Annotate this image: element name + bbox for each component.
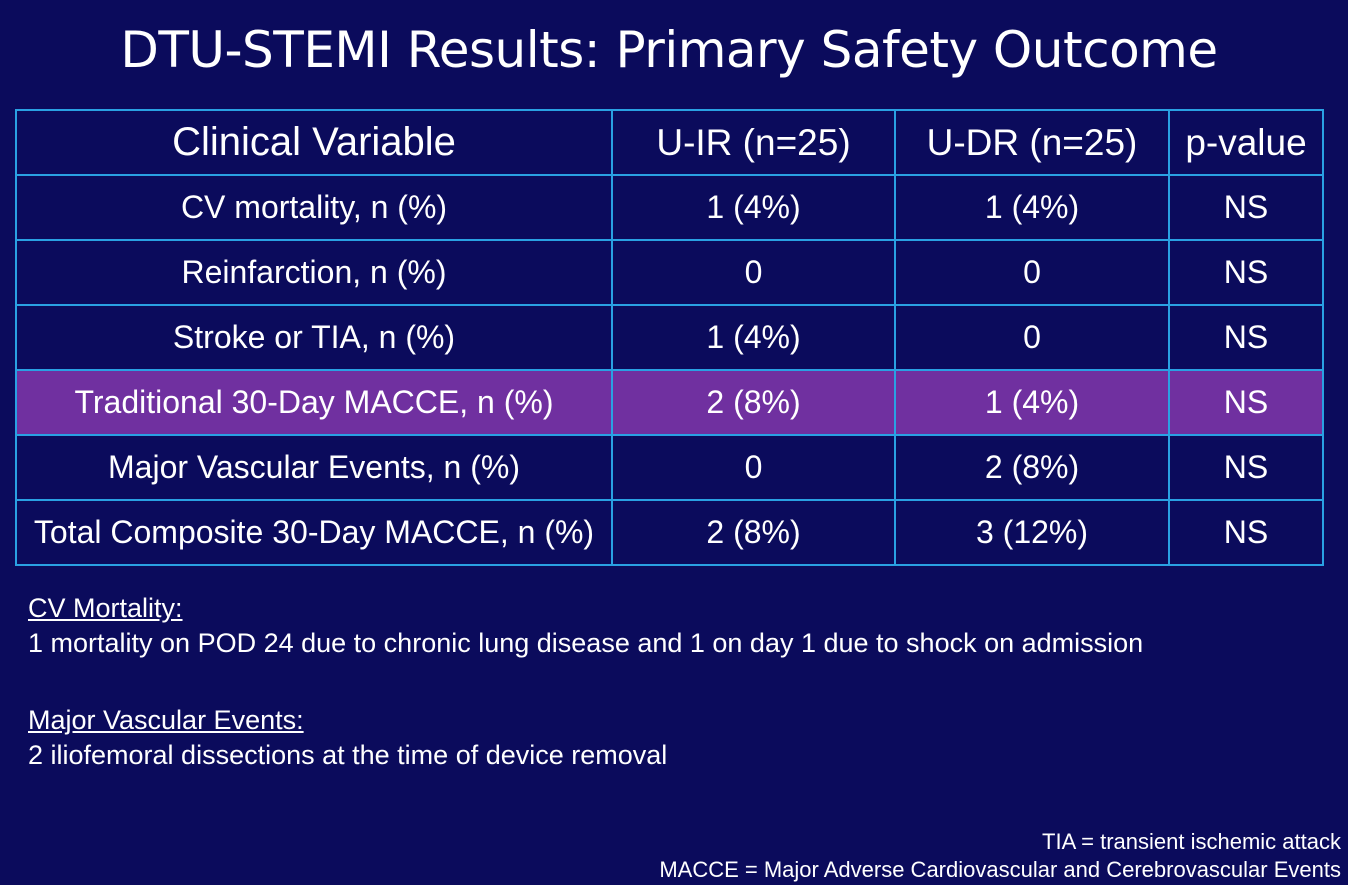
cell-variable: Stroke or TIA, n (%)	[15, 304, 613, 371]
notes-section: CV Mortality: 1 mortality on POD 24 due …	[28, 591, 1143, 773]
vascular-events-heading: Major Vascular Events:	[28, 705, 304, 735]
footnote-macce: MACCE = Major Adverse Cardiovascular and…	[659, 857, 1341, 882]
table-row: Reinfarction, n (%) 0 0 NS	[15, 239, 1324, 306]
cell-p-value: NS	[1168, 499, 1324, 566]
table-row: Major Vascular Events, n (%) 0 2 (8%) NS	[15, 434, 1324, 501]
cell-u-ir: 1 (4%)	[611, 174, 896, 241]
cell-u-dr: 0	[894, 239, 1170, 306]
cv-mortality-heading: CV Mortality:	[28, 593, 183, 623]
header-p-value: p-value	[1168, 109, 1324, 176]
cell-u-ir: 2 (8%)	[611, 369, 896, 436]
cell-p-value: NS	[1168, 304, 1324, 371]
table-header-row: Clinical Variable U-IR (n=25) U-DR (n=25…	[15, 109, 1324, 176]
results-table: Clinical Variable U-IR (n=25) U-DR (n=25…	[15, 109, 1324, 566]
cv-mortality-text: 1 mortality on POD 24 due to chronic lun…	[28, 628, 1144, 658]
cell-variable: Total Composite 30-Day MACCE, n (%)	[15, 499, 613, 566]
cell-variable: Major Vascular Events, n (%)	[15, 434, 613, 501]
header-u-dr: U-DR (n=25)	[894, 109, 1170, 176]
header-clinical-variable: Clinical Variable	[15, 109, 613, 176]
cell-p-value: NS	[1168, 239, 1324, 306]
notes-spacer	[28, 661, 1143, 703]
cell-u-ir: 2 (8%)	[611, 499, 896, 566]
cell-u-ir: 1 (4%)	[611, 304, 896, 371]
cell-u-dr: 3 (12%)	[894, 499, 1170, 566]
table-row: Total Composite 30-Day MACCE, n (%) 2 (8…	[15, 499, 1324, 566]
table-row: CV mortality, n (%) 1 (4%) 1 (4%) NS	[15, 174, 1324, 241]
cell-u-dr: 0	[894, 304, 1170, 371]
footnote-tia: TIA = transient ischemic attack	[1042, 829, 1341, 854]
cell-u-dr: 2 (8%)	[894, 434, 1170, 501]
cell-p-value: NS	[1168, 369, 1324, 436]
header-u-ir: U-IR (n=25)	[611, 109, 896, 176]
cell-variable: Reinfarction, n (%)	[15, 239, 613, 306]
footnotes: TIA = transient ischemic attack MACCE = …	[659, 828, 1341, 884]
cell-variable: CV mortality, n (%)	[15, 174, 613, 241]
table-row-highlighted: Traditional 30-Day MACCE, n (%) 2 (8%) 1…	[15, 369, 1324, 436]
cell-u-dr: 1 (4%)	[894, 369, 1170, 436]
vascular-events-text: 2 iliofemoral dissections at the time of…	[28, 740, 668, 770]
cell-u-ir: 0	[611, 239, 896, 306]
cell-u-ir: 0	[611, 434, 896, 501]
slide-title: DTU-STEMI Results: Primary Safety Outcom…	[120, 21, 1218, 79]
table-row: Stroke or TIA, n (%) 1 (4%) 0 NS	[15, 304, 1324, 371]
cell-p-value: NS	[1168, 434, 1324, 501]
cell-u-dr: 1 (4%)	[894, 174, 1170, 241]
cell-p-value: NS	[1168, 174, 1324, 241]
cell-variable: Traditional 30-Day MACCE, n (%)	[15, 369, 613, 436]
